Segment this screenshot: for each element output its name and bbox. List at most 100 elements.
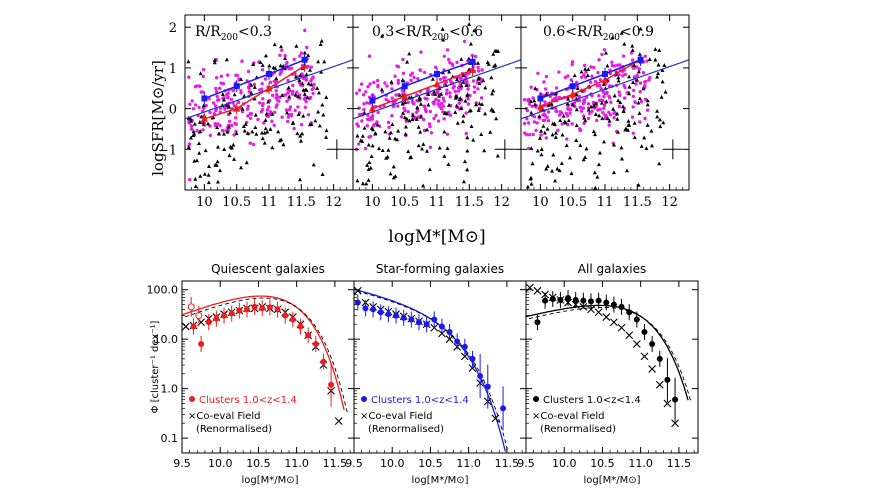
cluster-point	[198, 340, 205, 347]
sf-point	[287, 108, 292, 112]
quiescent-point	[615, 111, 620, 116]
sf-point	[437, 99, 441, 103]
quiescent-point	[298, 133, 303, 138]
field-point	[594, 308, 603, 317]
sf-point	[285, 60, 289, 65]
sf-point	[584, 70, 588, 74]
sf-point	[534, 128, 538, 133]
sf-point	[409, 73, 413, 77]
quiescent-point	[186, 59, 191, 64]
red-median-point	[200, 114, 208, 122]
quiescent-point	[437, 145, 442, 150]
sf-point	[623, 72, 628, 77]
quiescent-point	[491, 88, 496, 93]
sf-point	[638, 90, 642, 94]
sf-point	[570, 60, 575, 64]
sf-point	[201, 74, 205, 79]
quiescent-point	[249, 82, 254, 87]
sf-point	[586, 116, 591, 121]
sf-point	[280, 115, 284, 119]
quiescent-point	[410, 113, 415, 118]
quiescent-point	[419, 114, 424, 119]
sf-point	[629, 51, 634, 55]
sf-point	[599, 87, 603, 91]
field-point	[640, 352, 649, 361]
cluster-fit-curve	[525, 304, 689, 401]
quiescent-point	[553, 178, 558, 183]
cluster-point	[641, 328, 648, 335]
bottom-panel-3: All galaxies Clusters 1.0<z<1.4 ×Co-eval …	[517, 262, 699, 470]
sf-point	[607, 123, 611, 127]
sf-point	[366, 117, 370, 121]
quiescent-point	[545, 164, 550, 168]
quiescent-point	[539, 147, 544, 151]
red-median-point	[401, 92, 409, 100]
quiescent-point	[656, 62, 661, 67]
sf-point	[466, 97, 470, 101]
quiescent-point	[199, 114, 204, 119]
blue-median-point	[401, 83, 408, 90]
quiescent-point	[215, 144, 220, 149]
sf-point	[464, 111, 468, 115]
blue-median-point	[434, 71, 440, 78]
quiescent-point	[249, 90, 254, 95]
sf-point	[466, 87, 470, 91]
quiescent-point	[426, 92, 431, 96]
quiescent-point	[455, 120, 460, 125]
quiescent-point	[433, 92, 438, 96]
quiescent-point	[637, 111, 642, 115]
sf-point	[284, 108, 289, 112]
quiescent-point	[461, 79, 466, 84]
sf-point	[416, 77, 420, 81]
quiescent-point	[316, 90, 321, 95]
sf-point	[359, 82, 364, 86]
sf-point	[265, 108, 270, 112]
sf-point	[535, 121, 539, 125]
quiescent-point	[421, 183, 426, 188]
sf-point	[595, 118, 599, 123]
cluster-point	[370, 306, 377, 313]
sf-point	[586, 102, 591, 106]
sf-point	[598, 107, 602, 112]
quiescent-point	[481, 78, 486, 83]
quiescent-point	[239, 77, 244, 82]
y-tick-label: 2	[169, 21, 177, 36]
cluster-point	[408, 316, 415, 323]
quiescent-point	[489, 107, 494, 112]
sf-point	[261, 97, 265, 101]
blue-median-point	[602, 71, 608, 78]
quiescent-point	[318, 42, 323, 47]
quiescent-point	[386, 148, 391, 152]
legend-field-sublabel: (Renormalised)	[368, 424, 444, 435]
quiescent-point	[607, 118, 612, 123]
blue-median-point	[266, 71, 272, 78]
top-panel-2-title: 0.3<R/R200<0.6	[372, 24, 483, 43]
sf-point	[641, 71, 646, 75]
quiescent-point	[360, 181, 365, 186]
quiescent-point	[636, 69, 641, 74]
quiescent-point	[659, 94, 664, 99]
blue-median-line	[540, 59, 641, 100]
quiescent-point	[537, 114, 542, 118]
sf-point	[304, 78, 308, 82]
quiescent-point	[593, 185, 598, 190]
cluster-point	[385, 311, 392, 318]
x-tick-label: 10.0	[380, 457, 405, 470]
sf-point	[216, 122, 220, 126]
sf-point	[581, 106, 586, 110]
quiescent-point	[196, 141, 201, 146]
quiescent-point	[626, 118, 631, 123]
field-point	[353, 286, 362, 295]
quiescent-point	[300, 81, 305, 86]
y-tick-label: 0	[169, 103, 177, 118]
sf-point	[246, 114, 250, 118]
quiescent-point	[267, 63, 272, 68]
sf-point	[260, 82, 264, 86]
quiescent-point	[390, 122, 395, 127]
quiescent-point	[476, 108, 481, 112]
sf-point	[590, 74, 594, 78]
quiescent-point	[462, 159, 467, 164]
quiescent-point	[283, 56, 288, 61]
quiescent-point	[400, 77, 405, 82]
quiescent-point	[245, 131, 250, 135]
